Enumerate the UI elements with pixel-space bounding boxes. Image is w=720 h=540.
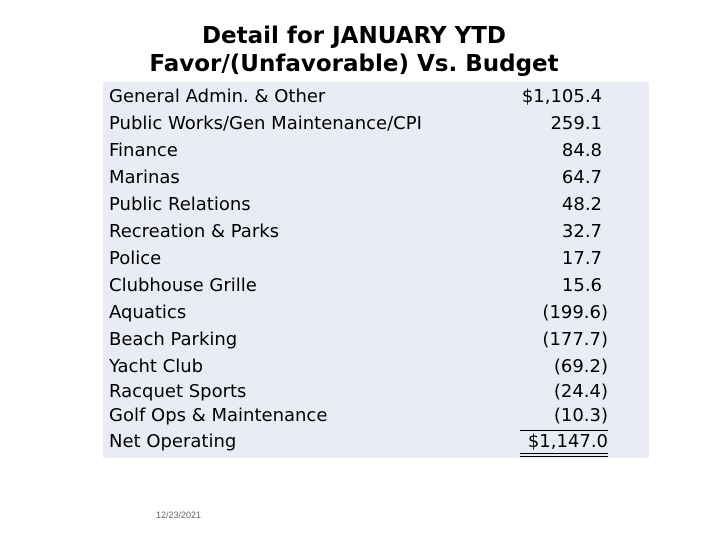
row-value: (10.3) [553, 405, 608, 426]
row-value: 32.7 [561, 221, 602, 242]
detail-table-background [103, 82, 649, 458]
net-operating-label: Net Operating [109, 431, 237, 452]
row-value: 48.2 [561, 194, 602, 215]
total-rule [520, 430, 608, 431]
net-operating-value: $1,147.0 [527, 431, 608, 452]
title-line-1: Detail for JANUARY YTD [201, 23, 507, 49]
slide-title: Detail for JANUARY YTD Favor/(Unfavorabl… [0, 22, 708, 78]
row-label: Clubhouse Grille [109, 275, 257, 296]
row-label: Public Relations [109, 194, 251, 215]
department-label-column: General Admin. & Other Public Works/Gen … [109, 83, 422, 456]
footer-date: 12/23/2021 [156, 510, 202, 520]
row-value: 64.7 [561, 167, 602, 188]
row-value: 84.8 [561, 140, 602, 161]
row-value: 259.1 [550, 113, 602, 134]
row-label: Yacht Club [109, 356, 204, 377]
row-label: Aquatics [109, 302, 187, 323]
row-label: Police [109, 248, 162, 269]
row-value: (199.6) [542, 302, 608, 323]
row-value: (177.7) [542, 329, 608, 350]
row-value: (24.4) [553, 381, 608, 402]
row-label: Beach Parking [109, 329, 238, 350]
row-label: Golf Ops & Maintenance [109, 405, 328, 426]
title-line-2: Favor/(Unfavorable) Vs. Budget [149, 51, 559, 77]
row-label: Public Works/Gen Maintenance/CPI [109, 113, 422, 134]
row-label: Finance [109, 140, 178, 161]
total-double-rule-1 [520, 453, 608, 454]
row-label: Recreation & Parks [109, 221, 280, 242]
row-value: (69.2) [553, 356, 608, 377]
row-label: Marinas [109, 167, 180, 188]
row-value: $1,105.4 [521, 86, 602, 107]
row-label: General Admin. & Other [109, 86, 326, 107]
row-value: 17.7 [561, 248, 602, 269]
total-double-rule-2 [520, 456, 608, 457]
row-label: Racquet Sports [109, 381, 247, 402]
row-value: 15.6 [561, 275, 602, 296]
variance-value-column: $1,105.4 259.1 84.8 64.7 48.2 32.7 17.7 … [500, 83, 608, 457]
